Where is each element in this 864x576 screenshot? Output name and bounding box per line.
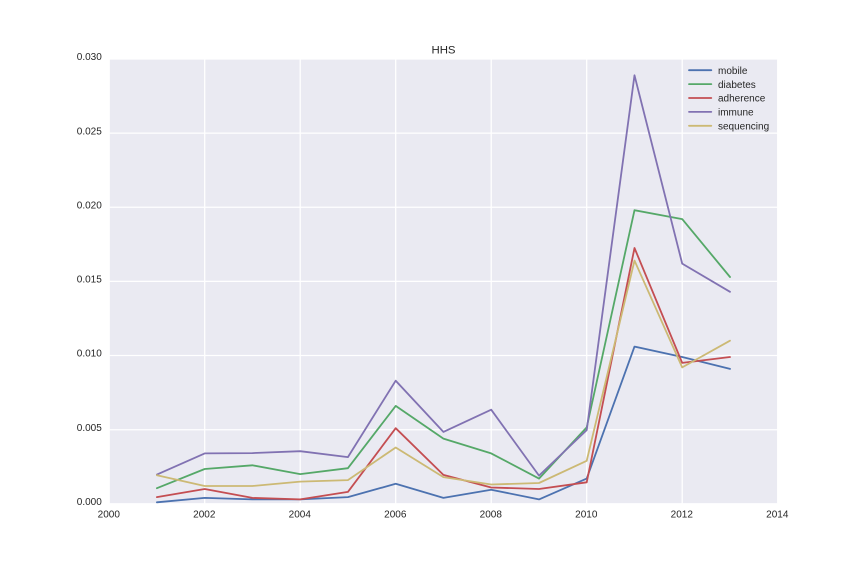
svg-text:0.020: 0.020	[77, 201, 102, 212]
svg-text:mobile: mobile	[718, 66, 748, 77]
svg-text:2012: 2012	[671, 510, 694, 521]
svg-text:adherence: adherence	[718, 94, 766, 105]
svg-text:2004: 2004	[289, 510, 312, 521]
svg-text:0.005: 0.005	[77, 423, 102, 434]
svg-text:2006: 2006	[384, 510, 407, 521]
svg-text:HHS: HHS	[431, 44, 455, 56]
svg-text:2000: 2000	[98, 510, 121, 521]
svg-text:2008: 2008	[480, 510, 503, 521]
svg-text:immune: immune	[718, 108, 754, 119]
svg-text:0.015: 0.015	[77, 275, 102, 286]
svg-text:sequencing: sequencing	[718, 122, 769, 133]
svg-text:2010: 2010	[575, 510, 598, 521]
svg-text:2002: 2002	[193, 510, 216, 521]
svg-text:0.000: 0.000	[77, 497, 102, 508]
svg-text:2014: 2014	[766, 510, 789, 521]
svg-text:0.010: 0.010	[77, 349, 102, 360]
svg-text:0.030: 0.030	[77, 52, 102, 63]
svg-text:0.025: 0.025	[77, 126, 102, 137]
svg-text:diabetes: diabetes	[718, 80, 756, 91]
